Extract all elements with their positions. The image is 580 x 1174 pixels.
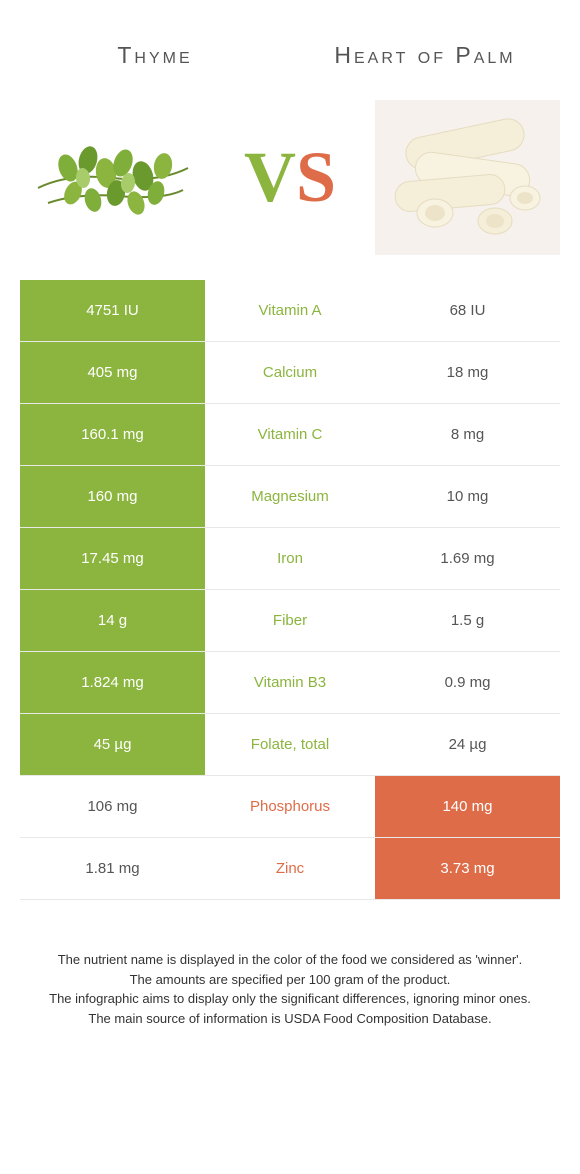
- nutrient-table: 4751 IUVitamin A68 IU405 mgCalcium18 mg1…: [20, 280, 560, 900]
- nutrient-name-cell: Vitamin B3: [205, 652, 375, 713]
- nutrient-name-cell: Vitamin A: [205, 280, 375, 341]
- right-value-cell: 0.9 mg: [375, 652, 560, 713]
- nutrient-row: 1.824 mgVitamin B30.9 mg: [20, 652, 560, 714]
- vs-label: VS: [244, 136, 336, 219]
- left-food-title: Thyme: [117, 42, 192, 68]
- nutrient-name-cell: Magnesium: [205, 466, 375, 527]
- footer-notes: The nutrient name is displayed in the co…: [20, 950, 560, 1028]
- left-value-cell: 1.824 mg: [20, 652, 205, 713]
- right-value-cell: 1.69 mg: [375, 528, 560, 589]
- right-value-cell: 8 mg: [375, 404, 560, 465]
- left-value-cell: 106 mg: [20, 776, 205, 837]
- footer-line-3: The infographic aims to display only the…: [30, 989, 550, 1009]
- left-value-cell: 405 mg: [20, 342, 205, 403]
- header: Thyme Heart of Palm: [20, 20, 560, 90]
- nutrient-name-cell: Folate, total: [205, 714, 375, 775]
- footer-line-4: The main source of information is USDA F…: [30, 1009, 550, 1029]
- nutrient-row: 160.1 mgVitamin C8 mg: [20, 404, 560, 466]
- footer-line-1: The nutrient name is displayed in the co…: [30, 950, 550, 970]
- nutrient-name-cell: Fiber: [205, 590, 375, 651]
- left-value-cell: 4751 IU: [20, 280, 205, 341]
- right-value-cell: 68 IU: [375, 280, 560, 341]
- right-food-title: Heart of Palm: [334, 42, 515, 68]
- nutrient-name-cell: Iron: [205, 528, 375, 589]
- right-value-cell: 140 mg: [375, 776, 560, 837]
- right-value-cell: 10 mg: [375, 466, 560, 527]
- right-food-image: [375, 100, 560, 255]
- right-value-cell: 3.73 mg: [375, 838, 560, 899]
- nutrient-row: 405 mgCalcium18 mg: [20, 342, 560, 404]
- vs-v-letter: V: [244, 137, 296, 217]
- header-right: Heart of Palm: [290, 42, 560, 69]
- images-row: VS: [20, 100, 560, 255]
- nutrient-name-cell: Phosphorus: [205, 776, 375, 837]
- left-value-cell: 160 mg: [20, 466, 205, 527]
- nutrient-row: 106 mgPhosphorus140 mg: [20, 776, 560, 838]
- nutrient-row: 17.45 mgIron1.69 mg: [20, 528, 560, 590]
- nutrient-row: 45 µgFolate, total24 µg: [20, 714, 560, 776]
- left-food-image: [20, 100, 205, 255]
- right-value-cell: 18 mg: [375, 342, 560, 403]
- nutrient-row: 1.81 mgZinc3.73 mg: [20, 838, 560, 900]
- header-left: Thyme: [20, 42, 290, 69]
- vs-s-letter: S: [296, 137, 336, 217]
- nutrient-name-cell: Vitamin C: [205, 404, 375, 465]
- left-value-cell: 17.45 mg: [20, 528, 205, 589]
- nutrient-row: 4751 IUVitamin A68 IU: [20, 280, 560, 342]
- nutrient-name-cell: Zinc: [205, 838, 375, 899]
- thyme-icon: [28, 118, 198, 238]
- left-value-cell: 1.81 mg: [20, 838, 205, 899]
- right-value-cell: 1.5 g: [375, 590, 560, 651]
- nutrient-row: 14 gFiber1.5 g: [20, 590, 560, 652]
- right-value-cell: 24 µg: [375, 714, 560, 775]
- left-value-cell: 45 µg: [20, 714, 205, 775]
- left-value-cell: 160.1 mg: [20, 404, 205, 465]
- left-value-cell: 14 g: [20, 590, 205, 651]
- nutrient-name-cell: Calcium: [205, 342, 375, 403]
- heart-of-palm-icon: [380, 103, 555, 253]
- footer-line-2: The amounts are specified per 100 gram o…: [30, 970, 550, 990]
- nutrient-row: 160 mgMagnesium10 mg: [20, 466, 560, 528]
